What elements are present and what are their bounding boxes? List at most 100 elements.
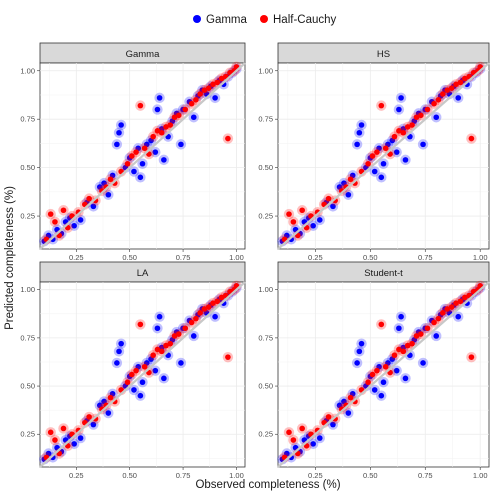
legend-label-1: Half-Cauchy: [273, 14, 337, 26]
point-0-17: [118, 122, 124, 128]
point-1-32: [440, 91, 446, 97]
y-tick-label-2: 0.75: [20, 115, 35, 124]
point-0-37: [190, 114, 197, 121]
x-axis-title: Observed completeness (%): [195, 479, 340, 491]
point-0-23: [380, 379, 387, 386]
x-tick-label-0: 0.25: [308, 471, 323, 480]
x-tick-label-3: 1.00: [229, 471, 244, 480]
y-tick-label-0: 0.25: [20, 430, 35, 439]
point-0-27: [396, 325, 402, 332]
point-1-33: [201, 306, 208, 312]
point-1-28: [176, 331, 182, 337]
point-1-26: [409, 122, 415, 128]
point-0-7: [310, 441, 316, 447]
point-1-4: [60, 425, 67, 432]
point-1-24: [158, 348, 165, 355]
point-0-15: [354, 360, 360, 366]
series-0-panel-1: [277, 63, 486, 247]
point-0-23: [139, 379, 146, 386]
x-tick-label-3: 1.00: [229, 253, 244, 262]
x-tick-label-1: 0.50: [363, 253, 378, 262]
point-1-22: [150, 133, 156, 140]
point-0-29: [158, 126, 165, 132]
point-1-1: [47, 211, 54, 217]
point-1-23: [154, 128, 161, 134]
point-0-42: [455, 313, 462, 320]
point-1-29: [182, 325, 189, 332]
point-1-25: [163, 124, 169, 130]
point-1-2: [52, 219, 58, 225]
point-1-30: [431, 319, 437, 326]
point-1-26: [167, 122, 174, 128]
point-0-13: [345, 410, 352, 416]
point-1-19: [137, 321, 144, 328]
x-tick-label-1: 0.50: [122, 471, 137, 480]
point-1-25: [404, 124, 411, 130]
point-0-7: [71, 441, 77, 447]
point-1-33: [201, 87, 208, 93]
point-1-17: [129, 153, 135, 159]
point-0-30: [402, 157, 409, 163]
point-1-9: [325, 195, 332, 202]
point-1-2: [290, 219, 297, 225]
point-1-16: [124, 379, 131, 386]
point-1-18: [133, 367, 139, 374]
point-0-23: [139, 160, 146, 167]
point-1-17: [369, 371, 376, 378]
point-0-8: [316, 435, 323, 441]
point-1-9: [86, 414, 92, 420]
x-tick-label-2: 0.75: [176, 471, 191, 480]
point-0-16: [356, 129, 363, 136]
point-0-8: [316, 217, 323, 223]
point-1-13: [107, 176, 114, 183]
y-tick-label-1: 0.50: [20, 382, 35, 391]
point-0-28: [398, 95, 404, 101]
point-0-10: [90, 421, 97, 428]
point-1-26: [167, 340, 174, 347]
point-0-30: [161, 375, 167, 382]
point-1-13: [347, 176, 354, 183]
series-1-panel-2: [41, 280, 242, 463]
point-0-20: [371, 168, 378, 175]
point-0-42: [212, 313, 218, 320]
point-0-23: [380, 160, 387, 167]
point-0-22: [137, 392, 144, 399]
point-1-4: [60, 207, 67, 214]
point-0-27: [154, 106, 161, 113]
point-0-37: [433, 333, 440, 339]
point-0-10: [330, 421, 336, 428]
y-tick-label-3: 1.00: [20, 66, 35, 75]
point-1-36: [457, 79, 464, 86]
point-1-20: [141, 145, 148, 152]
point-1-34: [448, 85, 455, 91]
point-1-17: [129, 371, 135, 378]
point-1-37: [218, 294, 225, 301]
y-tick-label-1: 0.50: [258, 163, 273, 172]
point-1-30: [431, 100, 437, 107]
point-1-26: [409, 340, 415, 347]
point-0-27: [396, 106, 402, 113]
point-1-34: [205, 85, 212, 91]
point-1-19: [378, 102, 385, 109]
point-0-29: [400, 344, 407, 351]
x-tick-label-2: 0.75: [176, 253, 191, 262]
point-0-8: [77, 217, 84, 223]
facet-panel-0: Gamma 0.25 0.25 0.50 0.50 0.75 0.75 1.00 1.00: [20, 42, 246, 262]
facet-panel-2: LA 0.25 0.25 0.50 0.50 0.75 0.75 1.00 1.00: [20, 261, 246, 480]
point-0-22: [137, 174, 144, 181]
point-1-1: [286, 429, 292, 436]
point-1-13: [107, 394, 114, 401]
point-0-34: [178, 360, 184, 366]
point-0-37: [190, 333, 197, 339]
point-0-10: [90, 203, 97, 210]
point-0-17: [358, 340, 365, 347]
point-0-29: [400, 126, 407, 132]
point-0-16: [116, 348, 122, 355]
point-1-28: [418, 331, 424, 337]
point-0-22: [378, 392, 385, 399]
point-1-27: [171, 333, 178, 339]
point-1-1: [47, 429, 54, 436]
x-tick-label-2: 0.75: [418, 471, 433, 480]
point-0-30: [161, 157, 167, 163]
